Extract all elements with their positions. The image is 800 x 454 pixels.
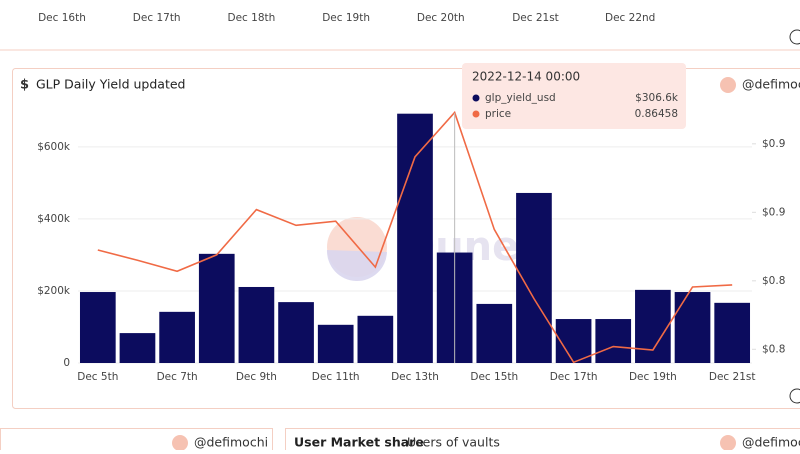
- tooltip-value: $306.6k: [635, 92, 679, 104]
- x-tick-label: Dec 19th: [322, 12, 370, 24]
- tooltip-value: 0.86458: [635, 108, 678, 120]
- tab[interactable]: Users of vaults: [407, 435, 500, 450]
- x-tick-label: Dec 17th: [133, 12, 181, 24]
- watermark-logo: [327, 250, 387, 281]
- bar: [358, 316, 394, 363]
- tooltip-swatch: [473, 111, 480, 118]
- bar: [675, 292, 711, 363]
- avatar: [172, 435, 188, 450]
- x-tick-label: Dec 13th: [391, 371, 439, 383]
- panel-title: User Market share: [294, 435, 424, 450]
- x-tick-label: Dec 15th: [470, 371, 518, 383]
- bar: [159, 312, 195, 363]
- avatar: [720, 77, 736, 93]
- y-tick-label: $600k: [37, 141, 71, 153]
- y-tick-label: 0: [63, 357, 70, 369]
- y-tick-label: $400k: [37, 213, 71, 225]
- author[interactable]: @defimochi: [194, 435, 268, 450]
- author[interactable]: @defimochi: [742, 77, 800, 92]
- x-tick-label: Dec 7th: [157, 371, 198, 383]
- x-tick-label: Dec 18th: [228, 12, 276, 24]
- bar: [635, 290, 671, 363]
- tooltip: 2022-12-14 00:00 glp_yield_usd $306.6k pric…: [462, 63, 686, 129]
- bar: [199, 254, 235, 363]
- y2-tick-label: $0.9: [762, 206, 785, 218]
- x-tick-label: Dec 22nd: [605, 12, 655, 24]
- y2-tick-label: $0.8: [762, 343, 785, 355]
- bar: [714, 303, 750, 363]
- author[interactable]: @defimochi: [742, 435, 800, 450]
- bar: [278, 302, 314, 363]
- x-tick-label: Dec 21st: [512, 12, 559, 24]
- tooltip-series-name: price: [485, 108, 511, 120]
- x-tick-label: Dec 21st: [709, 371, 756, 383]
- bar: [476, 304, 512, 363]
- x-tick-label: Dec 19th: [629, 371, 677, 383]
- bar: [318, 325, 354, 363]
- x-tick-label: Dec 16th: [38, 12, 86, 24]
- bar: [397, 114, 433, 363]
- menu-icon[interactable]: [790, 389, 800, 403]
- x-tick-label: Dec 20th: [417, 12, 465, 24]
- y-tick-label: $200k: [37, 285, 71, 297]
- x-tick-label: Dec 11th: [312, 371, 360, 383]
- bar: [595, 319, 631, 363]
- bar: [80, 292, 116, 363]
- x-tick-label: Dec 17th: [550, 371, 598, 383]
- bar: [239, 287, 275, 363]
- bar: [120, 333, 156, 363]
- chart-title: GLP Daily Yield updated: [36, 77, 185, 92]
- title-icon: $: [20, 78, 29, 93]
- tooltip-title: 2022-12-14 00:00: [472, 70, 580, 84]
- x-tick-label: Dec 9th: [236, 371, 277, 383]
- avatar: [720, 435, 736, 450]
- tooltip-swatch: [473, 95, 480, 102]
- x-tick-label: Dec 5th: [77, 371, 118, 383]
- y2-tick-label: $0.8: [762, 275, 785, 287]
- y2-tick-label: $0.9: [762, 138, 785, 150]
- menu-icon[interactable]: [790, 30, 800, 44]
- tooltip-series-name: glp_yield_usd: [485, 92, 556, 104]
